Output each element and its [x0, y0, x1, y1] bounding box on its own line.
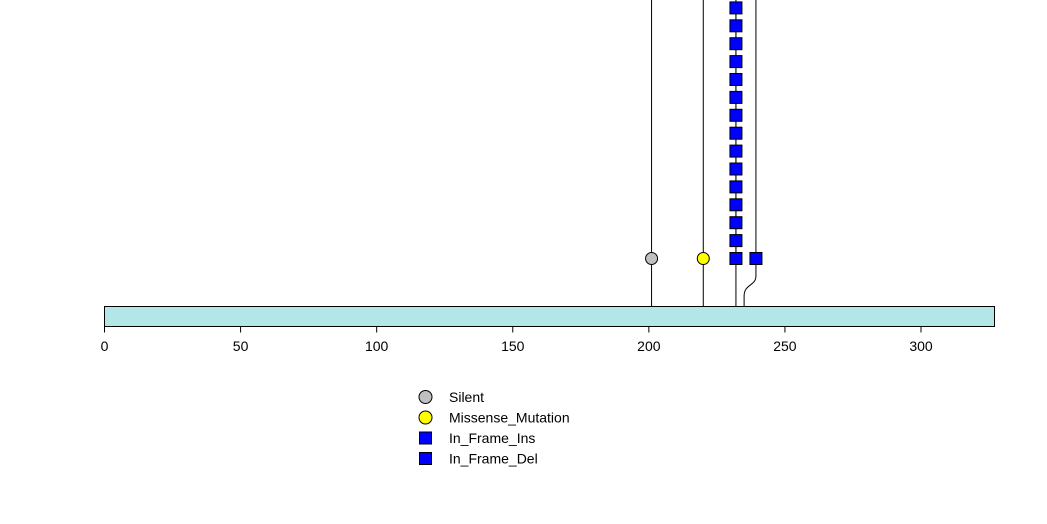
- x-tick-label: 250: [773, 338, 797, 354]
- protein-domain-bar: [104, 306, 995, 327]
- x-tick-label: 150: [501, 338, 525, 354]
- mutation-marker-square: [729, 180, 743, 194]
- x-axis: 0 50 100 150 200 250 300: [101, 326, 933, 354]
- legend-label: In_Frame_Ins: [449, 430, 535, 446]
- mutation-marker-square: [729, 19, 743, 33]
- mutation-marker-square: [749, 252, 763, 265]
- mutation-marker-square: [729, 144, 743, 158]
- mutation-marker-square: [729, 73, 743, 86]
- mutation-marker-square: [729, 162, 743, 176]
- mutation-marker-square: [729, 108, 743, 122]
- legend-circle-icon: [418, 410, 433, 425]
- x-tick-label: 100: [365, 338, 389, 354]
- x-tick-label: 50: [233, 338, 249, 354]
- mutation-marker-square: [729, 1, 743, 15]
- mutation-marker-square: [729, 198, 743, 212]
- legend-square-icon: [419, 431, 432, 445]
- mutation-marker-circle: [645, 252, 659, 265]
- legend-label: Silent: [449, 389, 484, 405]
- mutation-marker-square: [729, 126, 743, 140]
- mutation-markers: [645, 1, 763, 265]
- mutation-marker-square: [729, 234, 743, 248]
- legend-square-icon: [419, 452, 432, 465]
- x-tick-label: 300: [909, 338, 933, 354]
- mutation-marker-square: [729, 90, 743, 104]
- legend-label: Missense_Mutation: [449, 410, 570, 426]
- legend-circle-icon: [418, 390, 433, 404]
- mutation-marker-square: [729, 216, 743, 230]
- legend-label: In_Frame_Del: [449, 451, 538, 467]
- legend: Silent Missense_Mutation In_Frame_Ins In_Fr…: [418, 389, 570, 467]
- x-tick-label: 0: [101, 338, 109, 354]
- x-tick-label: 200: [637, 338, 661, 354]
- mutation-marker-square: [729, 55, 743, 69]
- mutation-stem: [743, 258, 757, 327]
- mutation-marker-circle: [696, 252, 710, 265]
- mutation-marker-square: [729, 252, 743, 265]
- mutation-marker-square: [729, 37, 743, 51]
